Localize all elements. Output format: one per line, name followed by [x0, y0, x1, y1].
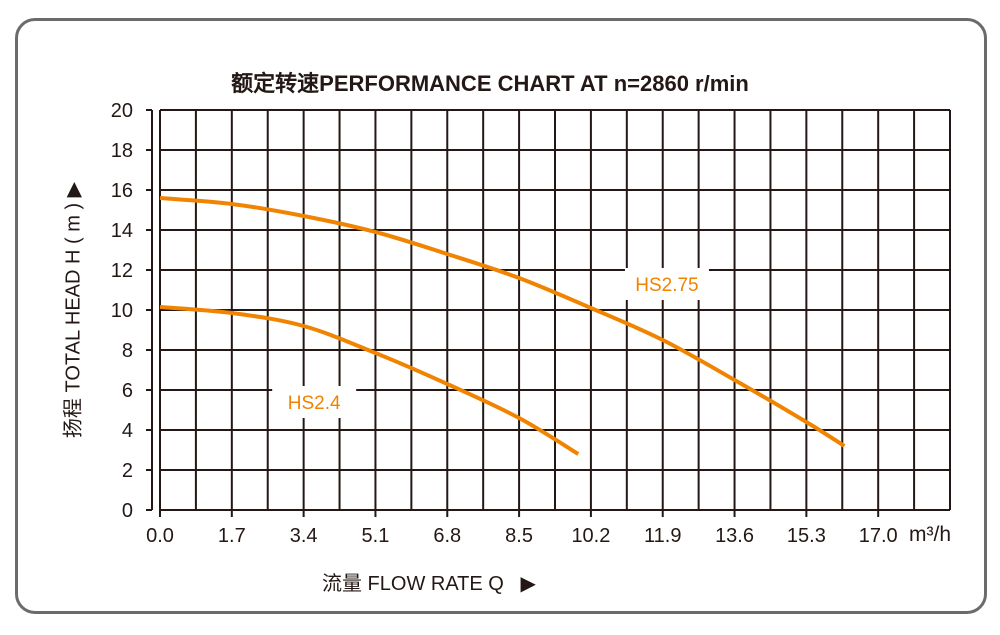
- y-tick-label: 0: [122, 500, 133, 522]
- x-tick-label: 8.5: [505, 525, 533, 547]
- x-tick-label: 5.1: [362, 525, 390, 547]
- y-tick-label: 2: [122, 460, 133, 482]
- x-tick-label: 15.3: [787, 525, 826, 547]
- y-tick-label: 12: [111, 260, 133, 282]
- y-tick-label: 10: [111, 300, 133, 322]
- series-label: HS2.75: [635, 275, 698, 296]
- x-tick-label: 10.2: [571, 525, 610, 547]
- right-arrow-icon: ▶: [520, 573, 536, 595]
- y-tick-label: 16: [111, 180, 133, 202]
- x-axis-label: 流量 FLOW RATE Q ▶: [322, 567, 536, 596]
- chart-title: 额定转速PERFORMANCE CHART AT n=2860 r/min: [231, 71, 749, 96]
- x-tick-label: 17.0: [859, 525, 898, 547]
- y-tick-label: 4: [122, 420, 133, 442]
- x-tick-label: 0.0: [146, 525, 174, 547]
- series-line-HS2.75: [159, 196, 846, 448]
- series-label-background: [272, 386, 357, 418]
- series-line-HS2.4: [159, 305, 580, 456]
- y-tick-label: 8: [122, 340, 133, 362]
- y-tick-label: 18: [111, 140, 133, 162]
- x-tick-label: 6.8: [433, 525, 461, 547]
- series-label: HS2.4: [288, 393, 341, 414]
- x-unit: m³/h: [909, 523, 951, 546]
- y-tick-label: 14: [111, 220, 133, 242]
- x-tick-label: 13.6: [715, 525, 754, 547]
- x-tick-label: 11.9: [644, 525, 681, 547]
- x-tick-label: 1.7: [218, 525, 246, 547]
- series-label-background: [624, 268, 709, 300]
- x-axis-label-text: 流量 FLOW RATE Q: [322, 573, 504, 595]
- chart-frame: [15, 18, 987, 614]
- y-tick-label: 20: [111, 100, 133, 122]
- x-tick-label: 3.4: [290, 525, 318, 547]
- y-tick-label: 6: [122, 380, 133, 402]
